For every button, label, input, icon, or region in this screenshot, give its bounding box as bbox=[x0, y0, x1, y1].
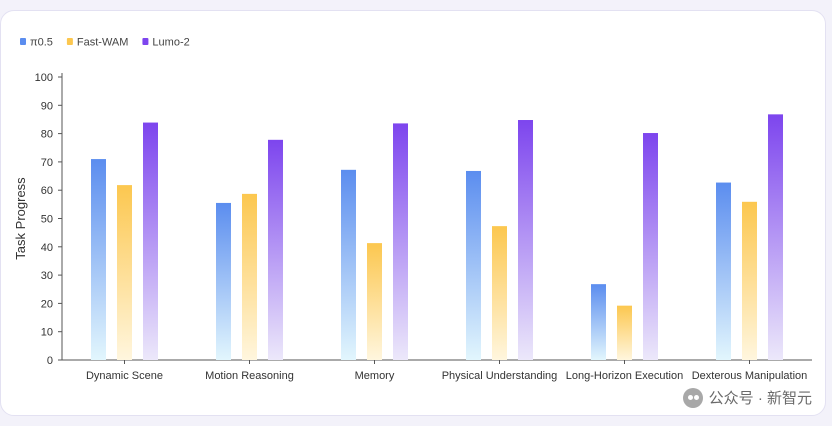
x-tick-label: Memory bbox=[355, 370, 395, 382]
y-tick-label: 60 bbox=[41, 185, 53, 197]
y-tick-label: 40 bbox=[41, 242, 53, 254]
bar bbox=[216, 202, 231, 360]
legend-swatch bbox=[142, 38, 149, 45]
bar bbox=[716, 182, 731, 360]
y-tick-label: 10 bbox=[41, 327, 53, 339]
legend-label: Fast-WAM bbox=[77, 37, 129, 49]
chart-card bbox=[0, 10, 826, 416]
y-tick-label: 20 bbox=[41, 298, 53, 310]
y-tick-label: 80 bbox=[41, 129, 53, 141]
y-axis: 0 10 20 30 40 50 60 70 80 90 100 Task Progress bbox=[13, 72, 63, 367]
x-tick-label: Dynamic Scene bbox=[86, 370, 163, 382]
y-tick-label: 30 bbox=[41, 270, 53, 282]
x-axis: Dynamic Scene Motion Reasoning Memory Physi… bbox=[62, 359, 812, 382]
bar bbox=[742, 201, 757, 360]
bar bbox=[117, 185, 132, 360]
bar bbox=[143, 122, 158, 360]
bar bbox=[492, 226, 507, 360]
bar bbox=[242, 193, 257, 360]
bar bbox=[393, 123, 408, 360]
bar bbox=[617, 305, 632, 360]
y-tick-label: 0 bbox=[47, 355, 53, 367]
bar bbox=[367, 243, 382, 360]
y-axis-label: Task Progress bbox=[13, 177, 28, 260]
legend-label: π0.5 bbox=[30, 37, 53, 49]
x-tick-label: Dexterous Manipulation bbox=[692, 370, 808, 382]
bar bbox=[341, 169, 356, 360]
x-tick-label: Long-Horizon Execution bbox=[566, 370, 683, 382]
legend-swatch bbox=[20, 38, 26, 45]
bar bbox=[591, 284, 606, 360]
bar bbox=[91, 159, 106, 360]
bar bbox=[518, 120, 533, 361]
wechat-icon bbox=[682, 387, 703, 408]
bar bbox=[643, 133, 658, 360]
legend: π0.5 Fast-WAM Lumo-2 bbox=[20, 37, 190, 49]
legend-swatch bbox=[66, 38, 73, 45]
y-tick-label: 90 bbox=[41, 100, 53, 112]
bar bbox=[268, 139, 283, 360]
legend-label: Lumo-2 bbox=[152, 37, 189, 49]
watermark: 公众号 · 新智元 bbox=[682, 387, 812, 408]
bars bbox=[91, 114, 783, 361]
y-tick-label: 70 bbox=[41, 157, 53, 169]
watermark-text: 公众号 · 新智元 bbox=[708, 390, 812, 407]
x-tick-label: Motion Reasoning bbox=[205, 370, 294, 382]
y-tick-label: 100 bbox=[35, 72, 53, 84]
y-tick-label: 50 bbox=[41, 214, 53, 226]
bar bbox=[768, 114, 783, 360]
x-tick-label: Physical Understanding bbox=[442, 370, 558, 382]
bar bbox=[466, 170, 481, 360]
